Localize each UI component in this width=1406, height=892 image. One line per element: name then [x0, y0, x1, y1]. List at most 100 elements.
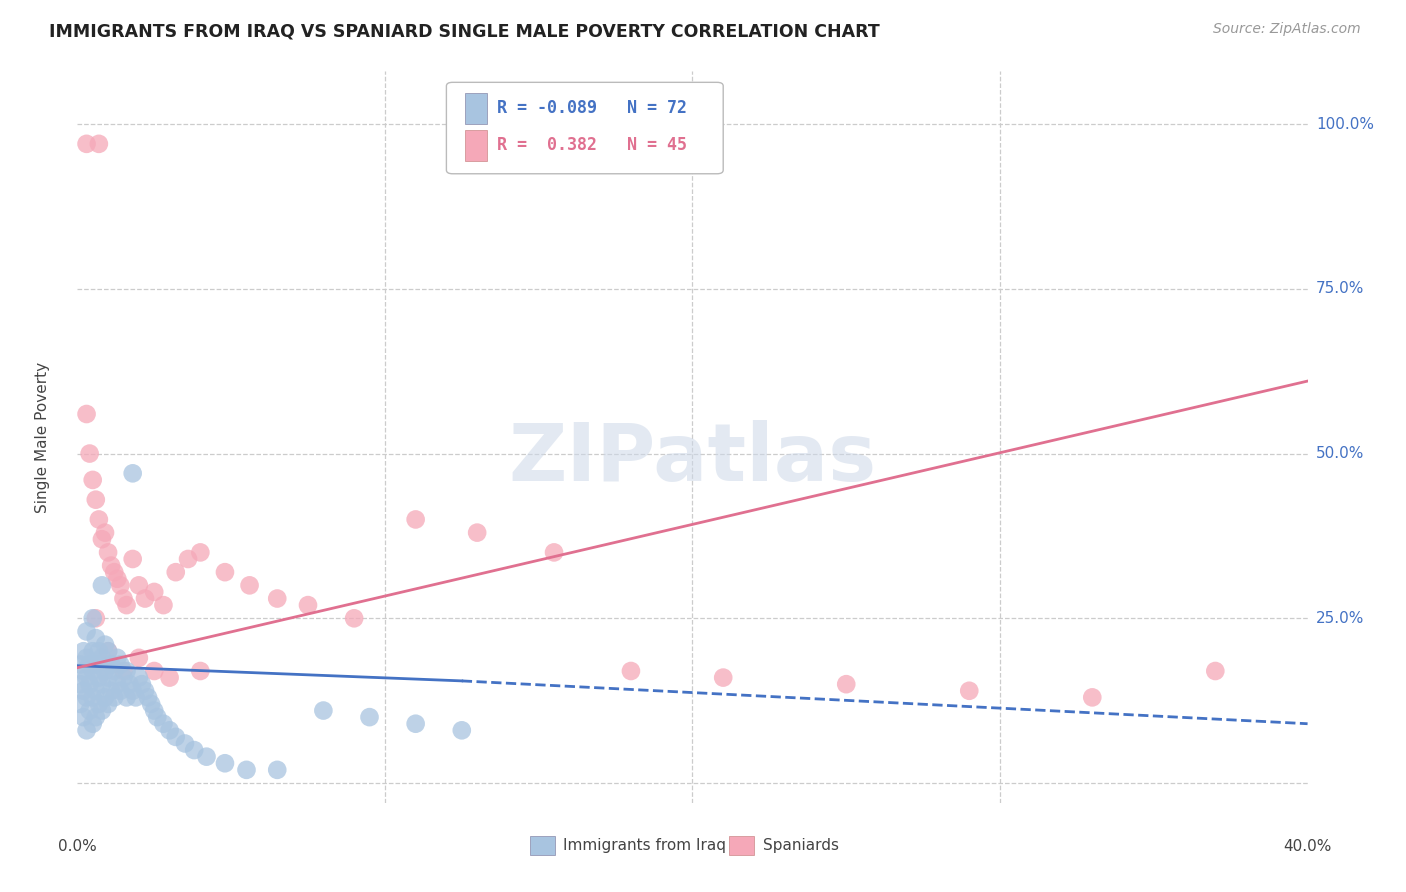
- Point: [450, 723, 472, 738]
- Text: Single Male Poverty: Single Male Poverty: [35, 361, 51, 513]
- Point: [266, 591, 288, 606]
- Bar: [530, 837, 555, 855]
- Point: [1204, 664, 1226, 678]
- Point: [69, 657, 91, 672]
- Point: [152, 716, 174, 731]
- Text: 75.0%: 75.0%: [1316, 281, 1364, 296]
- Point: [82, 473, 104, 487]
- Point: [121, 467, 143, 481]
- Point: [136, 690, 159, 705]
- Point: [405, 512, 427, 526]
- Text: 25.0%: 25.0%: [1316, 611, 1364, 626]
- Point: [82, 716, 104, 731]
- Point: [97, 644, 120, 658]
- Point: [105, 677, 128, 691]
- Text: Source: ZipAtlas.com: Source: ZipAtlas.com: [1213, 22, 1361, 37]
- Text: R =  0.382   N = 45: R = 0.382 N = 45: [496, 136, 688, 153]
- Point: [128, 650, 150, 665]
- Point: [131, 677, 153, 691]
- Text: IMMIGRANTS FROM IRAQ VS SPANIARD SINGLE MALE POVERTY CORRELATION CHART: IMMIGRANTS FROM IRAQ VS SPANIARD SINGLE …: [49, 22, 880, 40]
- Point: [239, 578, 262, 592]
- Point: [90, 704, 114, 718]
- Point: [143, 704, 166, 718]
- Point: [103, 690, 125, 705]
- Point: [543, 545, 565, 559]
- Point: [141, 697, 163, 711]
- FancyBboxPatch shape: [447, 82, 723, 174]
- Point: [69, 697, 91, 711]
- Point: [112, 591, 135, 606]
- Point: [84, 710, 107, 724]
- Point: [125, 690, 148, 705]
- Point: [115, 664, 138, 678]
- Text: ZIPatlas: ZIPatlas: [509, 420, 876, 498]
- Point: [87, 644, 110, 658]
- Point: [97, 644, 120, 658]
- Point: [359, 710, 381, 724]
- Point: [711, 671, 734, 685]
- Point: [94, 525, 117, 540]
- Point: [188, 664, 212, 678]
- Text: 40.0%: 40.0%: [1284, 839, 1331, 854]
- Point: [266, 763, 288, 777]
- Point: [165, 730, 187, 744]
- Point: [94, 638, 117, 652]
- Point: [214, 565, 236, 579]
- Point: [87, 136, 110, 151]
- Point: [143, 585, 166, 599]
- Point: [134, 591, 156, 606]
- Point: [84, 631, 107, 645]
- Point: [110, 657, 132, 672]
- Point: [100, 683, 122, 698]
- Point: [118, 677, 141, 691]
- Bar: [730, 837, 754, 855]
- Point: [159, 723, 181, 738]
- Point: [84, 492, 107, 507]
- Point: [72, 710, 94, 724]
- Point: [128, 671, 150, 685]
- Point: [115, 690, 138, 705]
- Point: [105, 650, 128, 665]
- Point: [159, 671, 181, 685]
- Point: [76, 723, 98, 738]
- Point: [79, 704, 101, 718]
- Point: [105, 572, 128, 586]
- Point: [174, 737, 197, 751]
- Point: [76, 671, 98, 685]
- Point: [76, 624, 98, 639]
- Point: [94, 690, 117, 705]
- Point: [97, 545, 120, 559]
- Point: [87, 671, 110, 685]
- Text: Immigrants from Iraq: Immigrants from Iraq: [564, 838, 727, 854]
- Point: [465, 525, 488, 540]
- Point: [110, 683, 132, 698]
- Point: [69, 677, 91, 691]
- Point: [957, 683, 980, 698]
- Text: 0.0%: 0.0%: [58, 839, 97, 854]
- Point: [343, 611, 366, 625]
- Point: [103, 565, 125, 579]
- Point: [835, 677, 858, 691]
- Point: [72, 683, 94, 698]
- Point: [235, 763, 257, 777]
- Point: [79, 657, 101, 672]
- Point: [183, 743, 205, 757]
- Point: [82, 644, 104, 658]
- Text: 100.0%: 100.0%: [1316, 117, 1374, 132]
- Bar: [465, 94, 486, 124]
- Point: [76, 407, 98, 421]
- Point: [195, 749, 218, 764]
- Point: [90, 677, 114, 691]
- Point: [121, 683, 143, 698]
- Point: [82, 690, 104, 705]
- Point: [134, 683, 156, 698]
- Point: [100, 558, 122, 573]
- Point: [87, 512, 110, 526]
- Point: [90, 533, 114, 547]
- Point: [112, 671, 135, 685]
- Point: [177, 552, 200, 566]
- Point: [82, 664, 104, 678]
- Point: [143, 664, 166, 678]
- Point: [128, 578, 150, 592]
- Point: [97, 697, 120, 711]
